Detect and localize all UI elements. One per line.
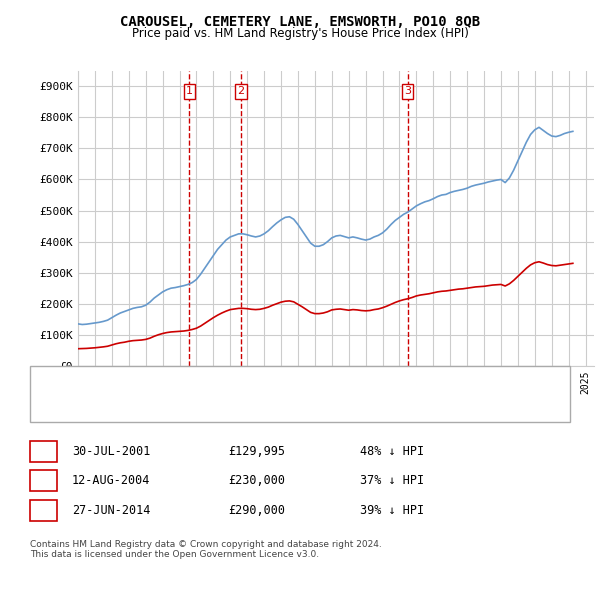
Text: 12-AUG-2004: 12-AUG-2004 — [72, 474, 151, 487]
Text: 39% ↓ HPI: 39% ↓ HPI — [360, 504, 424, 517]
Text: 3: 3 — [40, 504, 47, 517]
Text: ────: ──── — [54, 375, 88, 388]
Text: 3: 3 — [404, 87, 411, 96]
Text: ────: ──── — [54, 401, 88, 415]
Text: 1: 1 — [40, 445, 47, 458]
Text: 30-JUL-2001: 30-JUL-2001 — [72, 445, 151, 458]
Text: 27-JUN-2014: 27-JUN-2014 — [72, 504, 151, 517]
Text: £129,995: £129,995 — [228, 445, 285, 458]
Text: Price paid vs. HM Land Registry's House Price Index (HPI): Price paid vs. HM Land Registry's House … — [131, 27, 469, 40]
Text: HPI: Average price, detached house, Chichester: HPI: Average price, detached house, Chic… — [96, 403, 383, 413]
Text: 2: 2 — [237, 87, 244, 96]
Text: 48% ↓ HPI: 48% ↓ HPI — [360, 445, 424, 458]
Text: 1: 1 — [186, 87, 193, 96]
Text: CAROUSEL, CEMETERY LANE, EMSWORTH, PO10 8QB (detached house): CAROUSEL, CEMETERY LANE, EMSWORTH, PO10 … — [96, 376, 471, 386]
Text: 2: 2 — [40, 474, 47, 487]
Text: Contains HM Land Registry data © Crown copyright and database right 2024.
This d: Contains HM Land Registry data © Crown c… — [30, 540, 382, 559]
Text: £230,000: £230,000 — [228, 474, 285, 487]
Text: CAROUSEL, CEMETERY LANE, EMSWORTH, PO10 8QB: CAROUSEL, CEMETERY LANE, EMSWORTH, PO10 … — [120, 15, 480, 29]
Text: 37% ↓ HPI: 37% ↓ HPI — [360, 474, 424, 487]
Text: £290,000: £290,000 — [228, 504, 285, 517]
